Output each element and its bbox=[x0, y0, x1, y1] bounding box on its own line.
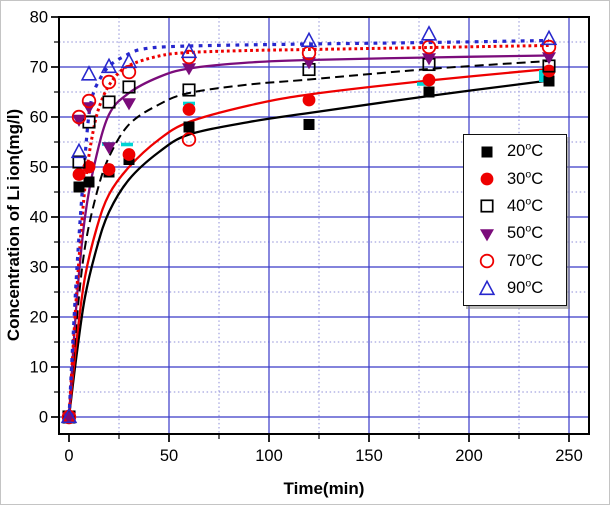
y-tick-label: 50 bbox=[30, 159, 48, 177]
legend-label: 90oC bbox=[507, 277, 544, 298]
x-tick-labels: 0 50 100 150 200 250 bbox=[64, 447, 582, 465]
marker-circle-filled bbox=[82, 160, 96, 174]
marker-circle-filled bbox=[302, 93, 316, 107]
marker-triangle-up-open bbox=[60, 407, 78, 424]
marker-triangle-up-open bbox=[540, 29, 558, 46]
legend-square-open-icon bbox=[480, 199, 494, 214]
marker-circle-open bbox=[101, 74, 117, 90]
marker-triangle-down-filled bbox=[102, 142, 116, 155]
marker-circle-filled bbox=[102, 163, 116, 176]
marker-square-open bbox=[122, 80, 136, 94]
marker-circle-filled bbox=[182, 103, 196, 116]
marker-circle-open bbox=[541, 39, 557, 55]
legend-item-40c: 40oC bbox=[477, 193, 566, 220]
legend-triangle-up-open-icon bbox=[478, 279, 496, 295]
marker-triangle-up-open bbox=[100, 57, 118, 74]
marker-circle-open bbox=[421, 39, 437, 55]
y-tick-labels: 0 10 20 30 40 50 60 70 80 bbox=[30, 9, 48, 427]
series-curve-50c bbox=[67, 54, 550, 418]
x-tick-label: 50 bbox=[160, 447, 178, 465]
legend-circle-filled-icon bbox=[480, 172, 494, 186]
x-tick-label: 200 bbox=[455, 447, 483, 465]
marker-triangle-down-filled bbox=[72, 114, 86, 127]
x-tick-label: 250 bbox=[555, 447, 583, 465]
y-tick-label: 20 bbox=[30, 309, 48, 327]
marker-circle-filled bbox=[72, 168, 86, 181]
marker-triangle-down-filled bbox=[182, 63, 196, 76]
series-curve-70c bbox=[67, 44, 550, 418]
axis-ticks bbox=[51, 16, 570, 442]
legend-label: 70oC bbox=[507, 250, 544, 270]
marker-triangle-down-filled bbox=[422, 53, 436, 66]
y-tick-label: 10 bbox=[30, 359, 48, 377]
marker-square-filled bbox=[481, 146, 493, 158]
marker-triangle-up-open bbox=[80, 65, 98, 81]
y-tick-label: 0 bbox=[39, 409, 48, 427]
y-tick-label: 60 bbox=[30, 109, 48, 127]
marker-circle-open bbox=[121, 64, 137, 80]
marker-triangle-down-filled bbox=[122, 98, 136, 111]
marker-square-filled bbox=[423, 86, 435, 98]
marker-circle-open bbox=[71, 109, 87, 125]
marker-square-open bbox=[182, 83, 196, 97]
x-axis-title: Time(min) bbox=[284, 479, 365, 498]
marker-square-filled bbox=[73, 181, 85, 193]
marker-circle-filled bbox=[422, 73, 436, 87]
legend-square-filled-icon bbox=[481, 146, 493, 158]
marker-triangle-up-open bbox=[478, 279, 496, 295]
marker-circle-open bbox=[181, 132, 197, 147]
marker-circle-filled bbox=[480, 172, 494, 186]
legend-item-30c: 30oC bbox=[477, 165, 566, 192]
x-tick-label: 100 bbox=[255, 447, 283, 465]
fit-curves bbox=[67, 38, 550, 418]
data-point-markers bbox=[60, 25, 558, 425]
y-axis-title: Concentration of Li ion(mg/l) bbox=[4, 109, 23, 341]
series-curve-30c bbox=[67, 67, 550, 418]
marker-triangle-up-open bbox=[120, 52, 138, 69]
marker-square-filled bbox=[83, 176, 95, 188]
marker-circle-filled bbox=[122, 148, 136, 161]
legend-label: 30oC bbox=[507, 168, 544, 188]
marker-square-filled bbox=[303, 119, 315, 130]
marker-triangle-up-open bbox=[180, 42, 198, 59]
marker-circle-open bbox=[81, 93, 97, 109]
marker-triangle-up-open bbox=[420, 25, 438, 41]
legend-item-20c: 20oC bbox=[477, 138, 566, 165]
plot-frame bbox=[58, 16, 590, 435]
x-tick-label: 0 bbox=[64, 447, 73, 465]
legend: 20oC 30oC 40oC 50oC 70oC 90oC bbox=[463, 134, 567, 306]
marker-square-filled bbox=[543, 75, 555, 87]
legend-item-50c: 50oC bbox=[477, 220, 566, 247]
y-tick-label: 70 bbox=[30, 59, 48, 77]
legend-item-90c: 90oC bbox=[477, 275, 566, 302]
marker-triangle-down-filled bbox=[302, 57, 316, 70]
marker-square-filled bbox=[183, 121, 195, 133]
marker-square-open bbox=[480, 199, 494, 214]
axes-frame bbox=[58, 16, 590, 435]
marker-square-open bbox=[102, 95, 116, 109]
marker-triangle-up-open bbox=[300, 31, 318, 48]
marker-triangle-down-filled bbox=[542, 52, 556, 65]
series-curve-40c bbox=[68, 60, 550, 418]
marker-circle-open bbox=[479, 254, 495, 269]
legend-label: 20oC bbox=[507, 140, 544, 161]
marker-square-open bbox=[72, 155, 86, 169]
x-tick-label: 150 bbox=[355, 447, 383, 465]
legend-circle-open-icon bbox=[479, 254, 495, 269]
marker-triangle-down-filled bbox=[480, 229, 494, 242]
marker-triangle-up-open bbox=[70, 142, 88, 159]
cyan-dash-mark bbox=[121, 142, 133, 147]
y-tick-label: 80 bbox=[30, 9, 48, 27]
series-curve-20c bbox=[67, 79, 550, 418]
y-tick-label: 40 bbox=[30, 209, 48, 227]
legend-item-70c: 70oC bbox=[477, 248, 566, 275]
legend-label: 40oC bbox=[507, 195, 544, 215]
legend-triangle-down-filled-icon bbox=[480, 229, 494, 242]
cyan-dash-mark bbox=[417, 82, 429, 86]
legend-label: 50oC bbox=[507, 222, 544, 243]
y-tick-label: 30 bbox=[30, 259, 48, 277]
